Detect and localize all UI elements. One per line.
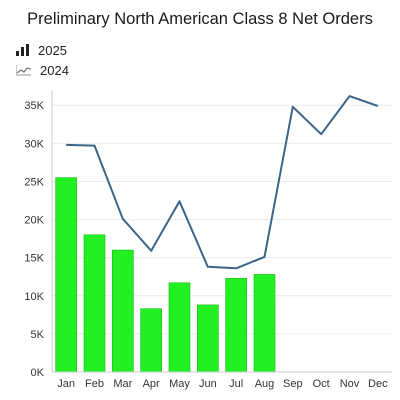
bar-2025-jan[interactable] xyxy=(55,177,77,373)
point-2024-feb[interactable] xyxy=(93,144,96,147)
x-tick-label: Oct xyxy=(313,378,330,390)
x-tick-label: Jul xyxy=(229,378,243,390)
chart-title: Preliminary North American Class 8 Net O… xyxy=(27,10,373,28)
x-tick-label: Sep xyxy=(283,378,303,390)
y-tick-label: 25K xyxy=(24,176,44,188)
point-2024-may[interactable] xyxy=(178,200,181,203)
point-2024-jun[interactable] xyxy=(206,265,209,268)
x-tick-label: Nov xyxy=(340,378,360,390)
bar-2025-mar[interactable] xyxy=(112,249,134,373)
x-tick-label: Aug xyxy=(255,378,275,390)
bar-2025-may[interactable] xyxy=(168,282,191,373)
legend-label-2025: 2025 xyxy=(38,42,67,58)
line-2024[interactable] xyxy=(66,95,379,270)
point-2024-apr[interactable] xyxy=(150,249,153,252)
y-tick-label: 35K xyxy=(24,100,44,112)
bar-2025-feb[interactable] xyxy=(83,234,106,373)
bar-chart-icon xyxy=(16,44,29,56)
legend-item-2025[interactable]: 2025 xyxy=(16,40,69,60)
y-tick-label: 15K xyxy=(24,253,44,265)
point-2024-oct[interactable] xyxy=(320,133,323,136)
line-chart-icon xyxy=(16,65,32,76)
x-tick-label: Dec xyxy=(368,378,388,390)
bar-2025-apr[interactable] xyxy=(140,308,162,373)
point-2024-mar[interactable] xyxy=(121,217,124,220)
legend: 2025 2024 xyxy=(16,40,69,80)
y-tick-label: 20K xyxy=(24,215,44,227)
y-tick-label: 0K xyxy=(31,367,45,379)
x-tick-label: Jun xyxy=(199,378,217,390)
point-2024-sep[interactable] xyxy=(291,105,294,108)
x-tick-label: May xyxy=(169,378,190,390)
x-tick-label: Feb xyxy=(85,378,104,390)
y-tick-label: 10K xyxy=(24,291,44,303)
x-tick-label: Apr xyxy=(143,378,160,390)
point-2024-jan[interactable] xyxy=(65,143,68,146)
x-tick-label: Jan xyxy=(57,378,75,390)
legend-label-2024: 2024 xyxy=(40,62,69,78)
x-tick-label: Mar xyxy=(113,378,132,390)
bar-2025-jun[interactable] xyxy=(197,304,219,373)
legend-item-2024[interactable]: 2024 xyxy=(16,60,69,80)
y-tick-label: 30K xyxy=(24,138,44,150)
point-2024-nov[interactable] xyxy=(348,95,351,98)
bar-2025-jul[interactable] xyxy=(225,277,247,373)
y-tick-label: 5K xyxy=(31,329,45,341)
point-2024-jul[interactable] xyxy=(235,267,238,270)
bar-2025-aug[interactable] xyxy=(253,274,276,373)
point-2024-dec[interactable] xyxy=(376,105,379,108)
point-2024-aug[interactable] xyxy=(263,255,266,258)
